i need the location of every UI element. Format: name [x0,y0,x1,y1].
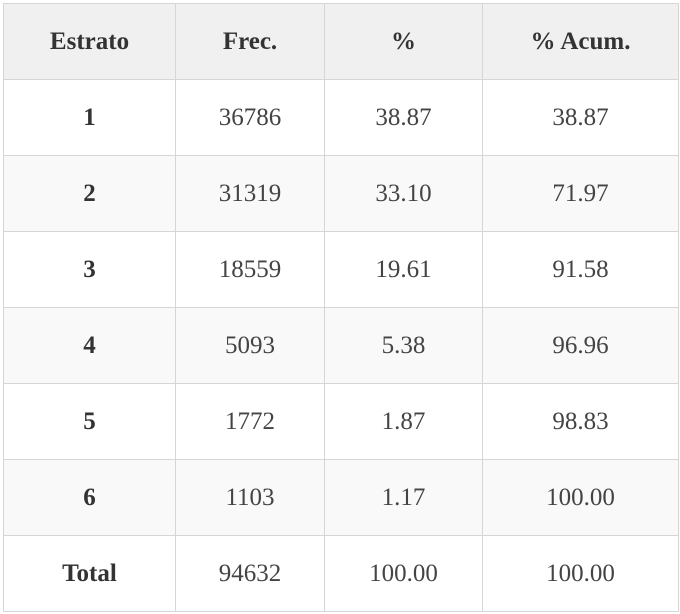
cell-estrato: 6 [3,459,176,536]
cell-estrato: 2 [3,155,176,232]
header-acum: % Acum. [482,3,679,80]
cell-pct: 100.00 [324,535,483,612]
cell-pct: 1.17 [324,459,483,536]
header-estrato: Estrato [3,3,176,80]
cell-estrato: 5 [3,383,176,460]
table-row: 2 31319 33.10 71.97 [3,155,679,232]
cell-acum: 98.83 [482,383,679,460]
cell-frec: 94632 [175,535,325,612]
total-row: Total 94632 100.00 100.00 [3,535,679,612]
table-header: Estrato Frec. % % Acum. [3,3,679,80]
cell-pct: 38.87 [324,79,483,156]
header-row: Estrato Frec. % % Acum. [3,3,679,80]
cell-acum: 96.96 [482,307,679,384]
table-row: 4 5093 5.38 96.96 [3,307,679,384]
cell-acum: 71.97 [482,155,679,232]
cell-estrato: 4 [3,307,176,384]
table-body: 1 36786 38.87 38.87 2 31319 33.10 71.97 … [3,79,679,612]
cell-frec: 31319 [175,155,325,232]
table-row: 6 1103 1.17 100.00 [3,459,679,536]
cell-pct: 1.87 [324,383,483,460]
header-frec: Frec. [175,3,325,80]
table-row: 5 1772 1.87 98.83 [3,383,679,460]
frequency-table: Estrato Frec. % % Acum. 1 36786 38.87 38… [3,3,679,612]
header-pct: % [324,3,483,80]
cell-frec: 18559 [175,231,325,308]
cell-acum: 91.58 [482,231,679,308]
cell-acum: 100.00 [482,535,679,612]
cell-estrato: 3 [3,231,176,308]
cell-acum: 100.00 [482,459,679,536]
cell-pct: 5.38 [324,307,483,384]
cell-pct: 33.10 [324,155,483,232]
cell-frec: 1772 [175,383,325,460]
cell-acum: 38.87 [482,79,679,156]
cell-frec: 1103 [175,459,325,536]
cell-estrato: 1 [3,79,176,156]
table-row: 1 36786 38.87 38.87 [3,79,679,156]
table-row: 3 18559 19.61 91.58 [3,231,679,308]
cell-frec: 36786 [175,79,325,156]
cell-pct: 19.61 [324,231,483,308]
cell-frec: 5093 [175,307,325,384]
cell-total-label: Total [3,535,176,612]
